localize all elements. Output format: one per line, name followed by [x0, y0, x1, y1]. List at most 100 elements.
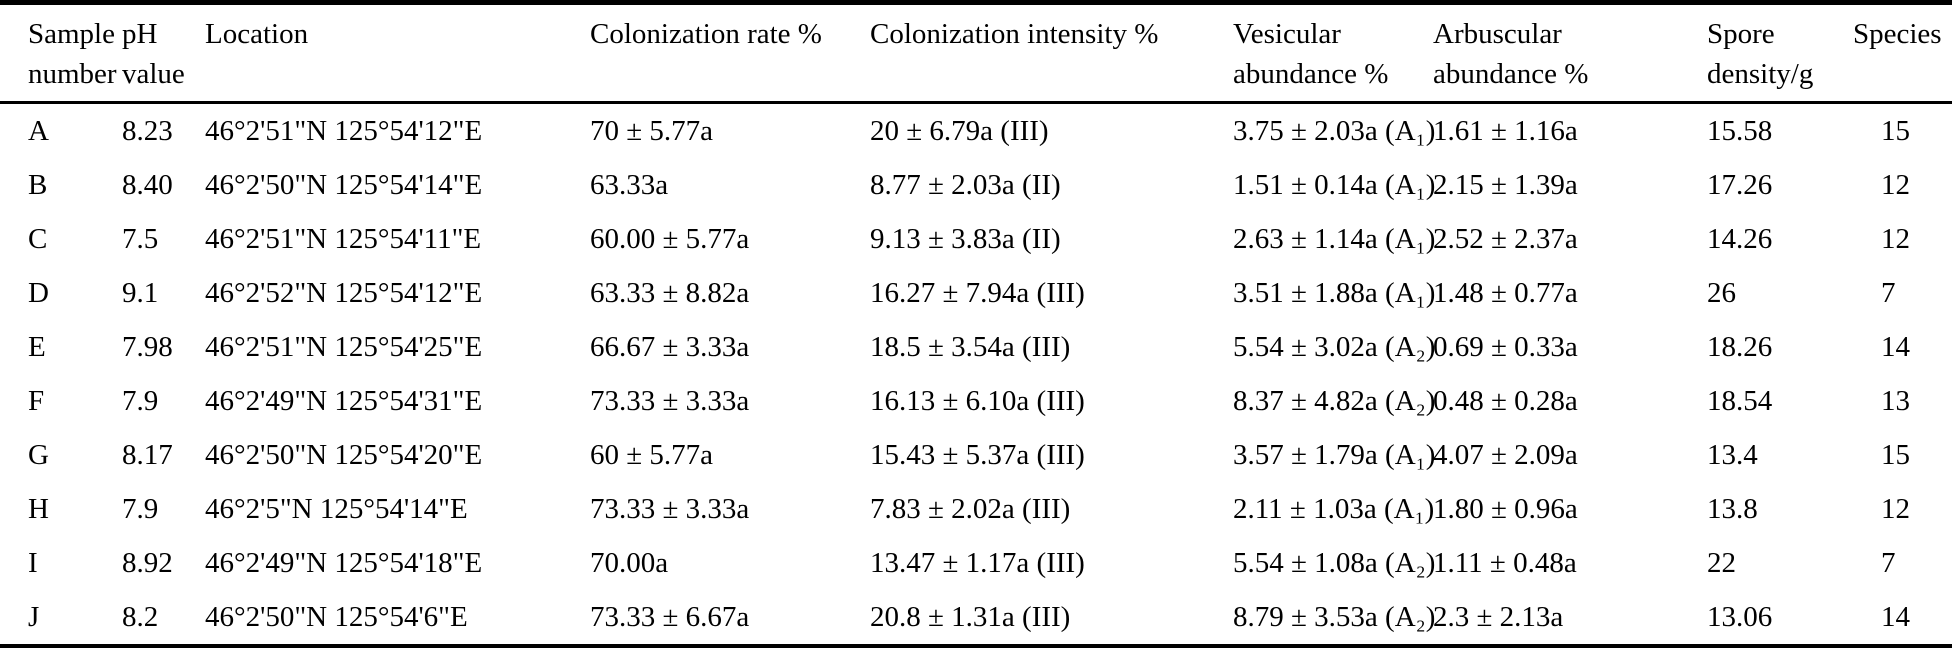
cell-arbuscular-abundance: 1.11 ± 0.48a: [1433, 546, 1577, 579]
cell-sample-number: I: [28, 546, 38, 579]
cell-colonization-intensity: 20.8 ± 1.31a (III): [870, 600, 1071, 633]
cell-location: 46°2'50"N 125°54'6"E: [205, 600, 468, 633]
cell-arbuscular-abundance: 4.07 ± 2.09a: [1433, 438, 1578, 471]
cell-sample-number: H: [28, 492, 49, 525]
cell-colonization-rate: 73.33 ± 3.33a: [590, 384, 750, 417]
cell-colonization-rate: 70.00a: [590, 546, 669, 579]
cell-species: 14: [1881, 600, 1910, 633]
cell-spore-density: 14.26: [1707, 222, 1773, 255]
cell-arbuscular-abundance: 1.61 ± 1.16a: [1433, 114, 1578, 147]
cell-spore-density: 15.58: [1707, 114, 1773, 147]
cell-spore-density: 13.8: [1707, 492, 1758, 525]
cell-sample-number: E: [28, 330, 46, 363]
table-row: G 8.17 46°2'50"N 125°54'20"E 60 ± 5.77a …: [0, 428, 1952, 482]
cell-ph-value: 8.23: [122, 114, 173, 147]
cell-sample-number: B: [28, 168, 48, 201]
cell-arbuscular-abundance: 2.3 ± 2.13a: [1433, 600, 1564, 633]
cell-colonization-intensity: 9.13 ± 3.83a (II): [870, 222, 1061, 255]
table-row: F 7.9 46°2'49"N 125°54'31"E 73.33 ± 3.33…: [0, 374, 1952, 428]
cell-location: 46°2'50"N 125°54'20"E: [205, 438, 483, 471]
cell-vesicular-abundance: 1.51 ± 0.14a (A₁): [1233, 168, 1436, 201]
table-row: H 7.9 46°2'5"N 125°54'14"E 73.33 ± 3.33a…: [0, 482, 1952, 536]
table-header: Sample number pH value Location Coloniza…: [0, 3, 1952, 103]
cell-ph-value: 7.98: [122, 330, 173, 363]
header-line: Colonization intensity %: [870, 18, 1159, 50]
header-line: pH: [122, 18, 158, 50]
cell-vesicular-abundance: 2.11 ± 1.03a (A₁): [1233, 492, 1435, 525]
cell-vesicular-abundance: 3.75 ± 2.03a (A₁): [1233, 114, 1436, 147]
cell-colonization-intensity: 15.43 ± 5.37a (III): [870, 438, 1085, 471]
cell-arbuscular-abundance: 1.80 ± 0.96a: [1433, 492, 1578, 525]
cell-ph-value: 7.9: [122, 492, 159, 525]
cell-spore-density: 18.54: [1707, 384, 1773, 417]
header-line: abundance %: [1233, 58, 1389, 90]
cell-vesicular-abundance: 2.63 ± 1.14a (A₁): [1233, 222, 1436, 255]
cell-location: 46°2'51"N 125°54'25"E: [205, 330, 483, 363]
cell-species: 7: [1881, 276, 1896, 309]
cell-colonization-intensity: 13.47 ± 1.17a (III): [870, 546, 1085, 579]
cell-spore-density: 13.4: [1707, 438, 1758, 471]
cell-location: 46°2'50"N 125°54'14"E: [205, 168, 483, 201]
cell-species: 15: [1881, 114, 1910, 147]
col-header-colonization-rate: Colonization rate %: [590, 3, 870, 103]
cell-arbuscular-abundance: 0.69 ± 0.33a: [1433, 330, 1578, 363]
cell-spore-density: 13.06: [1707, 600, 1773, 633]
cell-vesicular-abundance: 3.51 ± 1.88a (A₁): [1233, 276, 1436, 309]
cell-spore-density: 26: [1707, 276, 1736, 309]
cell-arbuscular-abundance: 1.48 ± 0.77a: [1433, 276, 1578, 309]
col-header-vesicular-abundance: Vesicular abundance %: [1233, 3, 1433, 103]
col-header-spore-density: Spore density/g: [1707, 3, 1853, 103]
header-line: Colonization rate %: [590, 18, 822, 50]
col-header-colonization-intensity: Colonization intensity %: [870, 3, 1233, 103]
cell-ph-value: 9.1: [122, 276, 159, 309]
header-line: density/g: [1707, 58, 1814, 90]
cell-colonization-intensity: 16.27 ± 7.94a (III): [870, 276, 1085, 309]
cell-colonization-intensity: 16.13 ± 6.10a (III): [870, 384, 1085, 417]
table-row: I 8.92 46°2'49"N 125°54'18"E 70.00a 13.4…: [0, 536, 1952, 590]
table-row: J 8.2 46°2'50"N 125°54'6"E 73.33 ± 6.67a…: [0, 590, 1952, 647]
header-line: value: [122, 58, 185, 90]
cell-vesicular-abundance: 5.54 ± 3.02a (A₂): [1233, 330, 1436, 363]
table-row: B 8.40 46°2'50"N 125°54'14"E 63.33a 8.77…: [0, 158, 1952, 212]
cell-vesicular-abundance: 8.37 ± 4.82a (A₂): [1233, 384, 1436, 417]
cell-colonization-rate: 63.33a: [590, 168, 669, 201]
cell-sample-number: J: [28, 600, 40, 633]
cell-arbuscular-abundance: 2.52 ± 2.37a: [1433, 222, 1578, 255]
cell-species: 14: [1881, 330, 1910, 363]
cell-colonization-intensity: 18.5 ± 3.54a (III): [870, 330, 1071, 363]
cell-colonization-rate: 60 ± 5.77a: [590, 438, 714, 471]
cell-ph-value: 8.17: [122, 438, 173, 471]
cell-species: 15: [1881, 438, 1910, 471]
cell-colonization-intensity: 7.83 ± 2.02a (III): [870, 492, 1071, 525]
header-row: Sample number pH value Location Coloniza…: [0, 3, 1952, 103]
cell-colonization-rate: 66.67 ± 3.33a: [590, 330, 750, 363]
header-line: Spore: [1707, 18, 1775, 50]
header-line: Vesicular: [1233, 18, 1341, 50]
cell-species: 12: [1881, 222, 1910, 255]
cell-ph-value: 7.9: [122, 384, 159, 417]
cell-colonization-rate: 73.33 ± 6.67a: [590, 600, 750, 633]
cell-colonization-intensity: 20 ± 6.79a (III): [870, 114, 1049, 147]
cell-species: 13: [1881, 384, 1910, 417]
header-line: Species: [1853, 18, 1942, 50]
table-row: D 9.1 46°2'52"N 125°54'12"E 63.33 ± 8.82…: [0, 266, 1952, 320]
cell-colonization-intensity: 8.77 ± 2.03a (II): [870, 168, 1061, 201]
col-header-species: Species: [1853, 3, 1952, 103]
header-line: number: [28, 58, 117, 90]
cell-sample-number: F: [28, 384, 45, 417]
cell-spore-density: 22: [1707, 546, 1736, 579]
cell-species: 7: [1881, 546, 1896, 579]
cell-arbuscular-abundance: 0.48 ± 0.28a: [1433, 384, 1578, 417]
cell-colonization-rate: 60.00 ± 5.77a: [590, 222, 750, 255]
cell-colonization-rate: 73.33 ± 3.33a: [590, 492, 750, 525]
cell-ph-value: 8.92: [122, 546, 173, 579]
cell-sample-number: C: [28, 222, 48, 255]
cell-location: 46°2'52"N 125°54'12"E: [205, 276, 483, 309]
cell-ph-value: 8.40: [122, 168, 173, 201]
cell-spore-density: 17.26: [1707, 168, 1773, 201]
cell-vesicular-abundance: 8.79 ± 3.53a (A₂): [1233, 600, 1436, 633]
header-line: Location: [205, 18, 309, 50]
cell-sample-number: G: [28, 438, 49, 471]
cell-ph-value: 8.2: [122, 600, 159, 633]
